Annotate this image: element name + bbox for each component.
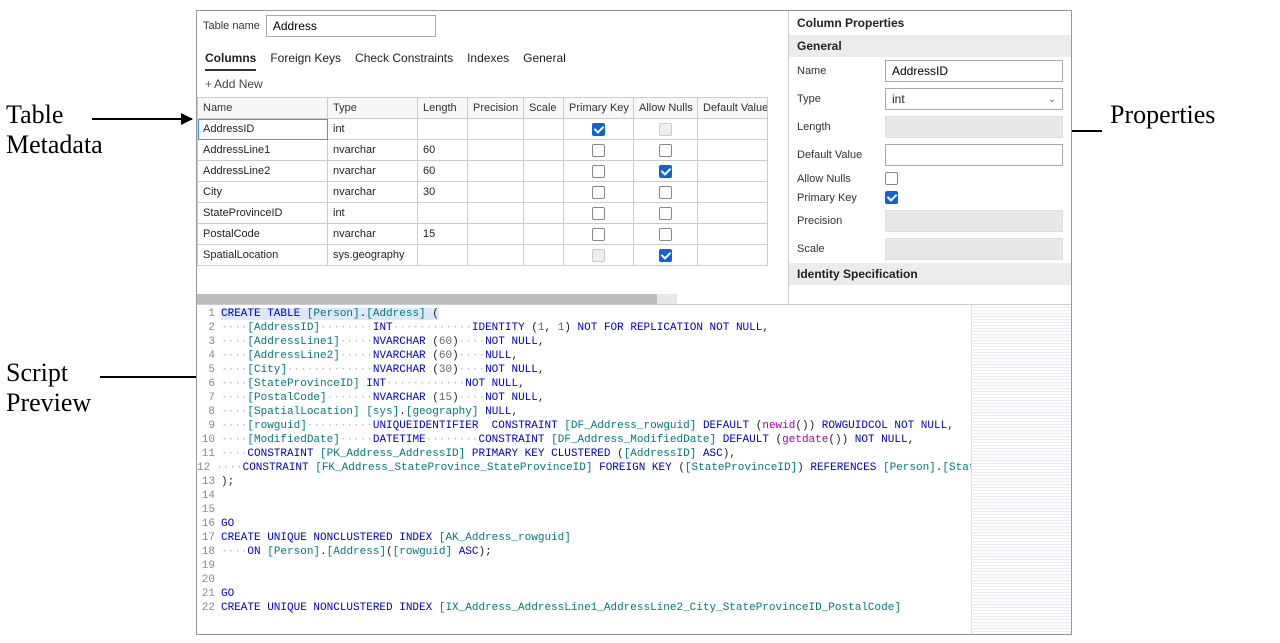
table-row[interactable]: StateProvinceIDint <box>198 203 768 224</box>
columns-grid: Name Type Length Precision Scale Primary… <box>197 97 768 266</box>
prop-default-input[interactable] <box>885 144 1063 166</box>
tab-check-constraints[interactable]: Check Constraints <box>355 47 453 71</box>
table-row[interactable]: AddressLine2nvarchar60 <box>198 161 768 182</box>
table-name-label: Table name <box>203 20 260 32</box>
prop-precision-label: Precision <box>797 215 879 227</box>
arrow-table-metadata <box>92 118 192 120</box>
prop-nulls-label: Allow Nulls <box>797 173 879 185</box>
checkbox[interactable] <box>659 228 672 241</box>
checkbox <box>659 123 672 136</box>
checkbox <box>592 249 605 262</box>
callout-script-preview: Script Preview <box>6 358 91 418</box>
prop-name-label: Name <box>797 65 879 77</box>
arrow-script-preview <box>100 376 210 378</box>
table-row[interactable]: AddressLine1nvarchar60 <box>198 140 768 161</box>
col-name[interactable]: Name <box>198 98 328 119</box>
sql-editor[interactable]: 1CREATE TABLE [Person].[Address] (2····[… <box>197 305 971 634</box>
checkbox[interactable] <box>592 123 605 136</box>
chevron-down-icon: ⌄ <box>1048 94 1056 105</box>
table-row[interactable]: SpatialLocationsys.geography <box>198 245 768 266</box>
callout-table-metadata: Table Metadata <box>6 100 103 160</box>
checkbox[interactable] <box>592 228 605 241</box>
prop-pk-label: Primary Key <box>797 192 879 204</box>
col-precision[interactable]: Precision <box>468 98 524 119</box>
table-row[interactable]: Citynvarchar30 <box>198 182 768 203</box>
column-properties-pane: Column Properties General Name Typeint⌄ … <box>789 11 1071 304</box>
checkbox[interactable] <box>659 144 672 157</box>
col-default[interactable]: Default Value <box>698 98 768 119</box>
prop-pk-checkbox[interactable] <box>885 191 898 204</box>
table-row[interactable]: AddressIDint <box>198 119 768 140</box>
callout-properties: Properties <box>1110 100 1215 130</box>
add-new-button[interactable]: Add New <box>197 71 788 97</box>
prop-length-readonly <box>885 116 1063 138</box>
prop-length-label: Length <box>797 121 879 133</box>
tab-columns[interactable]: Columns <box>205 47 256 71</box>
prop-nulls-checkbox[interactable] <box>885 172 898 185</box>
col-length[interactable]: Length <box>418 98 468 119</box>
prop-type-label: Type <box>797 93 879 105</box>
prop-type-select[interactable]: int⌄ <box>885 88 1063 110</box>
tab-general[interactable]: General <box>523 47 566 71</box>
code-minimap[interactable] <box>971 305 1071 634</box>
checkbox[interactable] <box>592 207 605 220</box>
table-name-input[interactable] <box>266 15 436 37</box>
tab-foreign-keys[interactable]: Foreign Keys <box>270 47 341 71</box>
left-pane: Table name Columns Foreign Keys Check Co… <box>197 11 789 304</box>
section-general: General <box>789 35 1071 57</box>
checkbox[interactable] <box>592 186 605 199</box>
tabs: Columns Foreign Keys Check Constraints I… <box>197 41 788 71</box>
col-pk[interactable]: Primary Key <box>564 98 634 119</box>
section-identity: Identity Specification <box>789 263 1071 285</box>
col-scale[interactable]: Scale <box>524 98 564 119</box>
col-type[interactable]: Type <box>328 98 418 119</box>
prop-default-label: Default Value <box>797 149 879 161</box>
table-designer-window: Table name Columns Foreign Keys Check Co… <box>196 10 1072 635</box>
checkbox[interactable] <box>659 186 672 199</box>
properties-title: Column Properties <box>789 11 1071 35</box>
prop-scale-readonly <box>885 238 1063 260</box>
grid-h-scrollbar[interactable] <box>197 294 677 304</box>
col-nulls[interactable]: Allow Nulls <box>634 98 698 119</box>
table-row[interactable]: PostalCodenvarchar15 <box>198 224 768 245</box>
checkbox[interactable] <box>592 165 605 178</box>
checkbox[interactable] <box>659 249 672 262</box>
tab-indexes[interactable]: Indexes <box>467 47 509 71</box>
checkbox[interactable] <box>659 165 672 178</box>
prop-precision-readonly <box>885 210 1063 232</box>
prop-name-input[interactable] <box>885 60 1063 82</box>
prop-scale-label: Scale <box>797 243 879 255</box>
script-preview-pane: 1CREATE TABLE [Person].[Address] (2····[… <box>197 304 1071 634</box>
checkbox[interactable] <box>659 207 672 220</box>
checkbox[interactable] <box>592 144 605 157</box>
